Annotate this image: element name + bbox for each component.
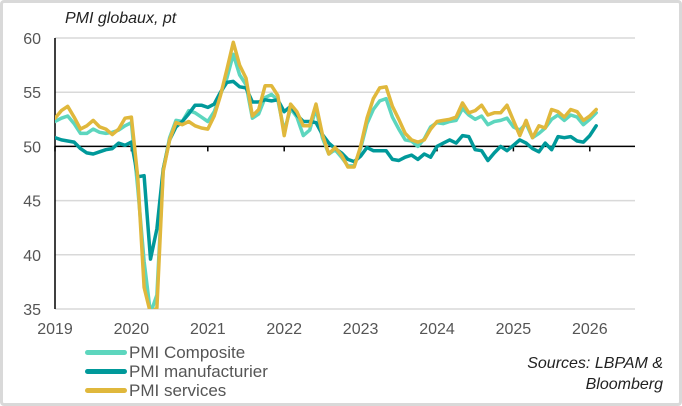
legend-swatch-services [85,388,127,393]
y-tick-label: 45 [23,194,41,211]
legend: PMI Composite PMI manufacturier PMI serv… [85,343,268,400]
y-tick-label: 50 [23,139,41,156]
x-tick-label: 2022 [266,321,302,338]
x-tick-label: 2025 [496,321,532,338]
y-tick-label: 40 [23,248,41,265]
legend-item-manufacturier: PMI manufacturier [85,362,268,381]
series-line-pmi-services [55,40,598,309]
y-tick-label: 35 [23,302,41,319]
x-tick-label: 2020 [114,321,150,338]
legend-swatch-manufacturier [85,369,127,374]
x-tick-label: 2024 [419,321,455,338]
legend-label-services: PMI services [129,381,227,400]
sources-line-2: Bloomberg [585,376,663,393]
x-tick-label: 2021 [190,321,226,338]
sources-note: Sources: LBPAM & Bloomberg [527,353,663,395]
y-tick-label: 60 [23,31,41,48]
x-tick-label: 2019 [37,321,73,338]
legend-label-manufacturier: PMI manufacturier [129,362,268,381]
series-line-pmi-composite [55,52,598,309]
chart-plot: 35 40 45 50 55 60 2019 2020 2021 2022 2023 2024 2025… [23,31,635,338]
sources-line-1: Sources: LBPAM & [527,355,663,372]
chart-title: PMI globaux, pt [65,10,177,27]
legend-item-composite: PMI Composite [85,343,268,362]
legend-item-services: PMI services [85,381,268,400]
x-tick-label: 2026 [572,321,608,338]
x-tick-label: 2023 [343,321,379,338]
y-tick-label: 55 [23,85,41,102]
legend-label-composite: PMI Composite [129,343,246,362]
legend-swatch-composite [85,350,127,355]
